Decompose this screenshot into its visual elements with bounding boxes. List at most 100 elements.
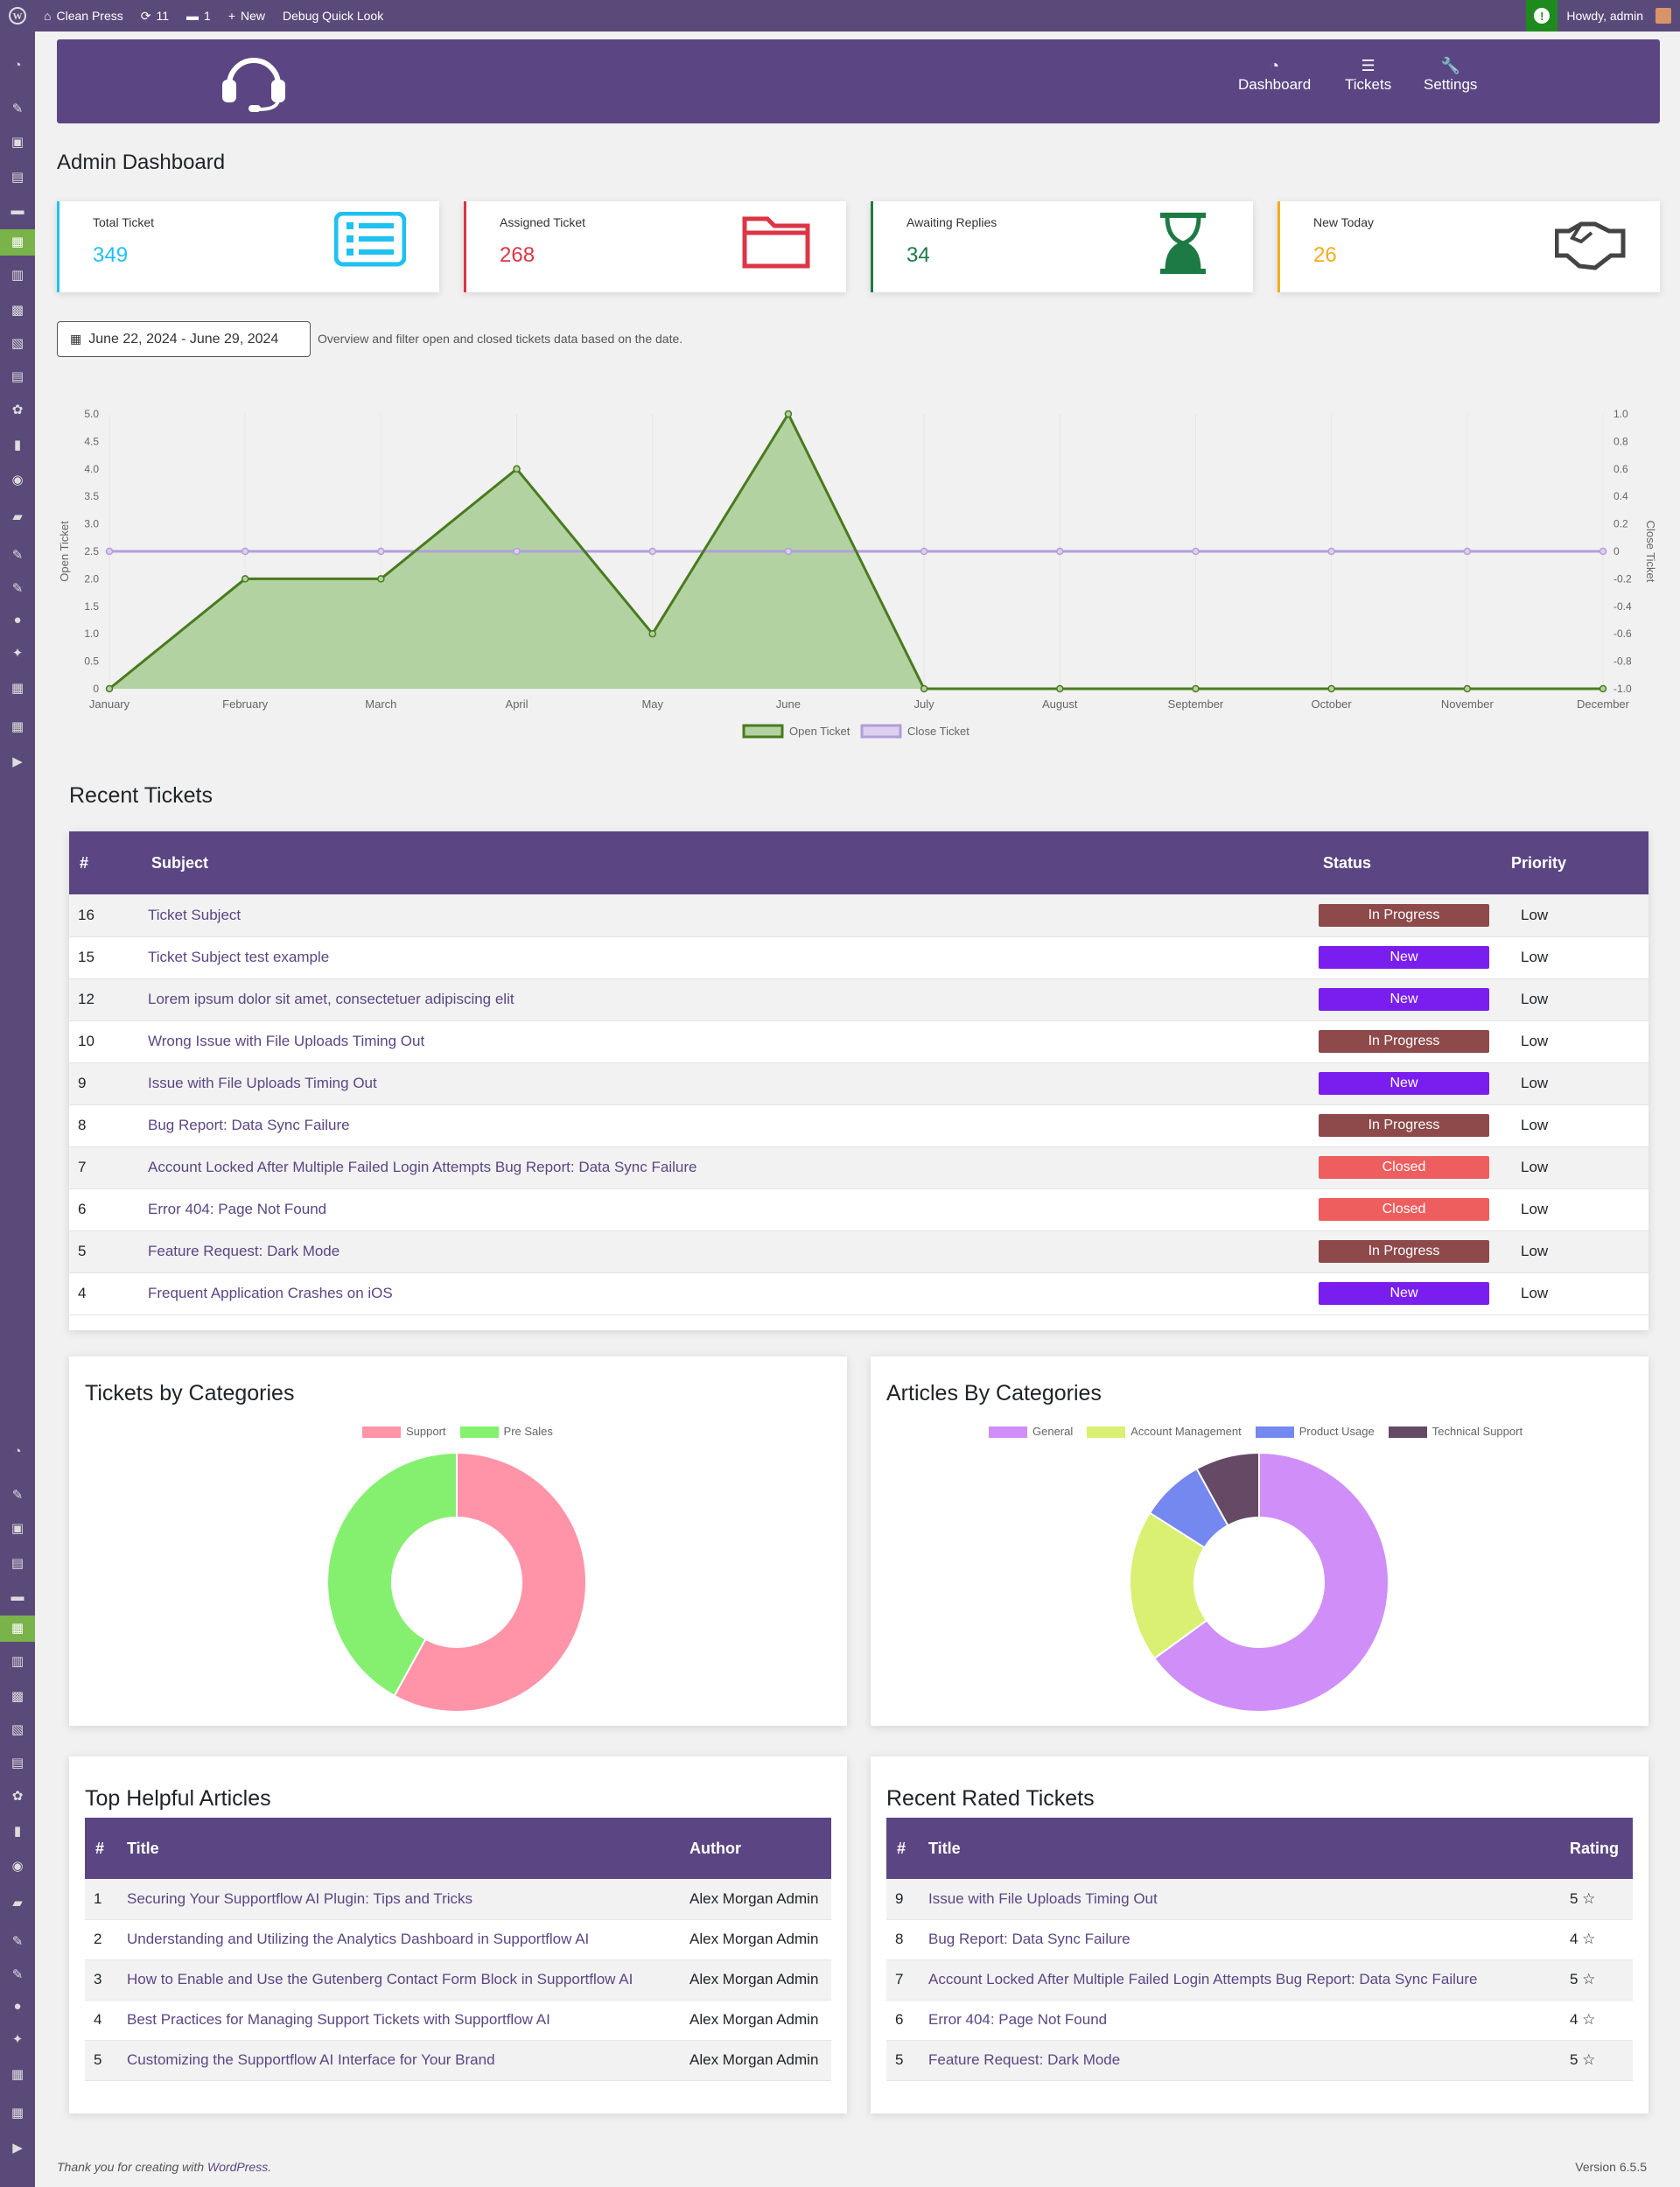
admin-menu-item-icon[interactable]: ●: [13, 1999, 22, 2014]
ticket-subject-link[interactable]: Bug Report: Data Sync Failure: [148, 1117, 350, 1133]
wordpress-link[interactable]: WordPress: [206, 2160, 269, 2174]
article-title-link[interactable]: How to Enable and Use the Gutenberg Cont…: [127, 1971, 634, 1987]
ticket-subject-link[interactable]: Error 404: Page Not Found: [148, 1201, 327, 1217]
nav-settings[interactable]: 🔧 Settings: [1424, 55, 1477, 94]
admin-menu-item-icon[interactable]: ▣: [10, 1521, 24, 1536]
admin-menu-item-icon[interactable]: ▧: [10, 1722, 24, 1737]
rated-ticket-title-link[interactable]: Error 404: Page Not Found: [928, 2011, 1108, 2028]
ticket-subject-link[interactable]: Lorem ipsum dolor sit amet, consectetuer…: [148, 991, 514, 1007]
nav-dashboard[interactable]: ◔ Dashboard: [1238, 55, 1311, 94]
open-ticket-point: [784, 410, 793, 418]
ticket-subject-link[interactable]: Frequent Application Crashes on iOS: [148, 1285, 393, 1301]
alert-icon[interactable]: !: [1526, 0, 1558, 32]
admin-menu-item-icon[interactable]: ▬: [10, 1589, 24, 1604]
admin-menu-item-icon[interactable]: ✎: [11, 1488, 24, 1503]
admin-menu-item-icon[interactable]: ✎: [11, 102, 24, 116]
admin-menu-item-icon[interactable]: ▤: [10, 1756, 24, 1770]
date-range-picker[interactable]: ▦ June 22, 2024 - June 29, 2024: [57, 321, 311, 357]
admin-menu-item-icon[interactable]: ◉: [11, 1859, 24, 1874]
admin-menu-item-icon[interactable]: ▦: [10, 2106, 24, 2120]
table-row: 5 Customizing the Supportflow AI Interfac…: [85, 2040, 831, 2081]
recent-tickets-table: # Subject Status Priority 16 Ticket Subject I…: [69, 831, 1648, 1315]
wordpress-logo-icon[interactable]: W: [0, 0, 35, 32]
stat-label: Assigned Ticket: [500, 215, 586, 229]
rated-ticket-title-link[interactable]: Issue with File Uploads Timing Out: [928, 1889, 1158, 1907]
headset-logo-icon: [222, 58, 285, 112]
admin-menu-item-icon[interactable]: ▩: [10, 1689, 24, 1704]
admin-menu-item-icon[interactable]: ▥: [10, 1654, 24, 1669]
admin-menu-item-icon[interactable]: ▧: [10, 336, 24, 351]
rated-ticket-title-link[interactable]: Feature Request: Dark Mode: [928, 2051, 1121, 2068]
title-cell: Issue with File Uploads Timing Out: [921, 1879, 1563, 1920]
rating-cell: 5 ☆: [1563, 2040, 1633, 2081]
admin-menu-item-icon[interactable]: ✎: [11, 1934, 24, 1949]
admin-menu-item-icon[interactable]: ▦: [10, 719, 24, 734]
admin-menu-item-icon[interactable]: ◔: [13, 58, 22, 73]
ticket-subject-link[interactable]: Wrong Issue with File Uploads Timing Out: [148, 1033, 425, 1049]
rated-ticket-title-link[interactable]: Bug Report: Data Sync Failure: [928, 1931, 1130, 1947]
article-title-link[interactable]: Securing Your Supportflow AI Plugin: Tip…: [127, 1889, 473, 1907]
table-row: 5 Feature Request: Dark Mode 5 ☆: [886, 2040, 1633, 2081]
y-left-tick-label: 1.0: [84, 627, 99, 640]
admin-menu-item-icon[interactable]: ✦: [11, 646, 24, 661]
admin-menu-item-icon[interactable]: ▮: [13, 1824, 22, 1839]
open-ticket-point: [920, 684, 928, 693]
ticket-subject-link[interactable]: Issue with File Uploads Timing Out: [148, 1075, 377, 1091]
article-title-link[interactable]: Customizing the Supportflow AI Interface…: [127, 2051, 495, 2068]
admin-menu-item-icon[interactable]: ▦: [0, 229, 35, 256]
article-title-link[interactable]: Best Practices for Managing Support Tick…: [127, 2011, 550, 2028]
admin-menu-item-icon[interactable]: ✎: [11, 581, 24, 596]
debug-quick-look-link[interactable]: Debug Quick Look: [274, 0, 392, 32]
new-content-link[interactable]: + New: [220, 0, 274, 32]
nav-tickets[interactable]: ☰ Tickets: [1345, 55, 1391, 94]
ticket-subject-link[interactable]: Feature Request: Dark Mode: [148, 1243, 340, 1259]
table-row: 7 Account Locked After Multiple Failed Lo…: [886, 1959, 1633, 2001]
admin-menu-item-icon[interactable]: ▤: [10, 170, 24, 185]
ticket-subject-link[interactable]: Ticket Subject test example: [148, 949, 330, 965]
table-row: 4 Frequent Application Crashes on iOS New L…: [69, 1272, 1648, 1315]
rated-ticket-title-link[interactable]: Account Locked After Multiple Failed Log…: [928, 1971, 1478, 1987]
admin-menu-item-icon[interactable]: ▩: [10, 303, 24, 318]
admin-menu-item-icon[interactable]: ▤: [10, 1556, 24, 1571]
admin-menu-item-icon[interactable]: ◉: [11, 473, 24, 487]
site-name-link[interactable]: ⌂ Clean Press: [35, 0, 132, 32]
admin-menu-item-icon[interactable]: ▤: [10, 369, 24, 384]
close-ticket-point: [784, 547, 793, 556]
ticket-subject-cell: Bug Report: Data Sync Failure: [141, 1104, 1319, 1147]
admin-menu-item-icon[interactable]: ✿: [11, 403, 24, 417]
admin-menu-item-icon[interactable]: ▶: [12, 2141, 23, 2155]
admin-menu-item-icon[interactable]: ✎: [11, 1967, 24, 1982]
admin-menu-item-icon[interactable]: ✎: [11, 548, 24, 563]
admin-menu-item-icon[interactable]: ●: [13, 613, 22, 627]
status-badge: In Progress: [1319, 1114, 1489, 1137]
admin-menu-item-icon[interactable]: ▰: [12, 509, 23, 524]
ticket-subject-link[interactable]: Account Locked After Multiple Failed Log…: [148, 1159, 697, 1175]
admin-menu-item-icon[interactable]: ▮: [13, 438, 22, 452]
column-header: Priority: [1507, 831, 1648, 894]
admin-menu-item-icon[interactable]: ▦: [10, 2067, 24, 2082]
admin-menu-item-icon[interactable]: ▬: [10, 203, 24, 218]
admin-menu-item-icon[interactable]: ▦: [0, 1616, 35, 1642]
admin-menu-item-icon[interactable]: ▰: [12, 1896, 23, 1910]
admin-menu-item-icon[interactable]: ▦: [10, 681, 24, 696]
admin-menu-item-icon[interactable]: ▣: [10, 135, 24, 150]
admin-menu-item-icon[interactable]: ✦: [11, 2032, 24, 2047]
x-tick-label: May: [641, 697, 663, 711]
my-account-link[interactable]: Howdy, admin: [1558, 0, 1680, 32]
author-cell: Alex Morgan Admin: [682, 1879, 831, 1920]
debug-label: Debug Quick Look: [283, 9, 384, 23]
article-title-link[interactable]: Understanding and Utilizing the Analytic…: [127, 1931, 590, 1947]
open-ticket-point: [377, 575, 385, 583]
ticket-subject-link[interactable]: Ticket Subject: [148, 906, 242, 923]
table-row: 1 Securing Your Supportflow AI Plugin: Ti…: [85, 1879, 831, 1920]
admin-menu-item-icon[interactable]: ▶: [12, 754, 23, 769]
admin-menu-item-icon[interactable]: ✿: [11, 1789, 24, 1804]
updates-link[interactable]: ⟳ 11: [132, 0, 178, 32]
table-row: 9 Issue with File Uploads Timing Out New Lo…: [69, 1062, 1648, 1105]
admin-menu-item-icon[interactable]: ▥: [10, 268, 24, 283]
admin-menu: ◔ ✎ ▣ ▤ ▬ ▦ ▥ ▩ ▧ ▤ ✿ ▮ ◉ ▰ ✎ ✎ ● ✦ ▦ ▦ ▶ ◔ ✎ ▣ ▤ ▬ ▦ ▥ ▩ ▧ ▤ ✿ ▮ ◉ ▰ ✎ ✎ ● ✦ ▦…: [0, 32, 35, 2187]
admin-menu-item-icon[interactable]: ◔: [13, 1444, 22, 1459]
comments-link[interactable]: ▬ 1: [178, 0, 220, 32]
handshake-icon: [1555, 221, 1626, 270]
open-ticket-point: [241, 575, 249, 583]
